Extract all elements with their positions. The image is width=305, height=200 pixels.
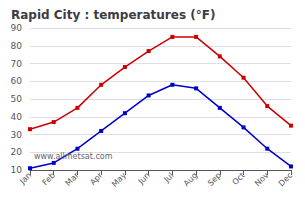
svg-text:May: May xyxy=(110,171,128,189)
svg-text:www.allmetsat.com: www.allmetsat.com xyxy=(34,152,113,161)
svg-text:Oct: Oct xyxy=(231,171,247,187)
svg-text:10: 10 xyxy=(11,165,23,175)
svg-text:Dec: Dec xyxy=(277,171,294,188)
svg-text:40: 40 xyxy=(11,112,23,122)
svg-text:70: 70 xyxy=(11,59,23,69)
svg-text:80: 80 xyxy=(11,41,23,51)
svg-text:Rapid City : temperatures (°F): Rapid City : temperatures (°F) xyxy=(11,8,215,22)
svg-text:20: 20 xyxy=(11,147,23,157)
svg-text:60: 60 xyxy=(11,76,23,86)
svg-text:Aug: Aug xyxy=(182,171,199,188)
svg-text:Apr: Apr xyxy=(88,170,105,187)
svg-text:90: 90 xyxy=(11,23,23,33)
svg-text:Jun: Jun xyxy=(136,171,152,187)
svg-text:Jan: Jan xyxy=(17,171,33,187)
svg-text:30: 30 xyxy=(11,130,23,140)
svg-text:Jul: Jul xyxy=(162,171,176,185)
svg-text:50: 50 xyxy=(11,94,23,104)
svg-text:Feb: Feb xyxy=(41,171,57,187)
svg-text:Nov: Nov xyxy=(253,171,271,189)
svg-text:Sep: Sep xyxy=(206,171,223,188)
svg-text:Mar: Mar xyxy=(64,170,82,188)
